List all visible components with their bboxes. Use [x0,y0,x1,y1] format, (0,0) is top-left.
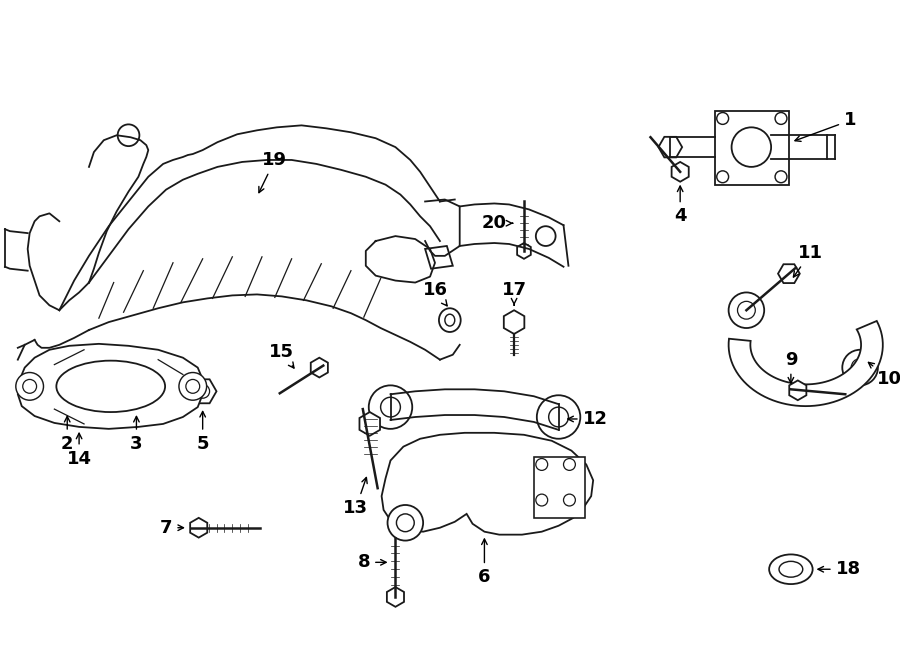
Text: 7: 7 [160,519,184,537]
Ellipse shape [121,375,152,410]
Ellipse shape [779,561,803,577]
Polygon shape [359,412,380,436]
Text: 9: 9 [785,351,797,383]
Text: 20: 20 [482,214,512,232]
Circle shape [563,459,575,471]
Circle shape [563,494,575,506]
Circle shape [388,505,423,541]
Polygon shape [382,433,593,535]
Bar [715,110,789,184]
Circle shape [369,385,412,429]
Circle shape [549,407,569,427]
Circle shape [16,373,43,400]
Polygon shape [789,381,806,400]
Text: 5: 5 [196,411,209,453]
Circle shape [729,292,764,328]
Polygon shape [190,518,207,537]
Circle shape [179,373,207,400]
Bar [534,457,585,518]
Ellipse shape [129,383,144,402]
Circle shape [536,494,548,506]
Text: 15: 15 [269,343,294,368]
Circle shape [118,124,140,146]
Text: 16: 16 [422,282,447,306]
Text: 2: 2 [61,416,74,453]
Circle shape [396,514,414,531]
Polygon shape [18,344,202,429]
Text: 10: 10 [868,362,900,389]
Polygon shape [778,264,800,283]
Polygon shape [671,162,688,182]
Text: 12: 12 [568,410,608,428]
Ellipse shape [770,555,813,584]
Text: 19: 19 [259,151,287,192]
Polygon shape [504,310,525,334]
Polygon shape [310,358,328,377]
Ellipse shape [445,314,455,326]
Polygon shape [425,246,453,269]
Circle shape [775,112,787,124]
Circle shape [716,112,729,124]
Polygon shape [518,243,531,259]
Text: 8: 8 [357,553,386,571]
Circle shape [732,128,771,167]
Polygon shape [659,137,682,157]
Text: 13: 13 [344,477,368,517]
Ellipse shape [439,308,461,332]
Circle shape [851,359,869,377]
Circle shape [775,171,787,182]
Polygon shape [387,587,404,607]
Circle shape [195,385,210,398]
Circle shape [716,171,729,182]
Polygon shape [729,321,883,406]
Circle shape [737,301,755,319]
Circle shape [381,397,400,417]
Circle shape [22,379,37,393]
Circle shape [536,395,580,439]
Circle shape [186,379,200,393]
Circle shape [842,350,878,385]
Ellipse shape [57,379,78,410]
Text: 17: 17 [501,282,526,305]
Text: 4: 4 [674,186,687,225]
Text: 14: 14 [67,433,92,467]
Text: 3: 3 [130,416,143,453]
Text: 6: 6 [478,539,491,586]
Circle shape [536,459,548,471]
Ellipse shape [62,387,72,402]
Text: 11: 11 [794,244,824,277]
Text: 18: 18 [818,561,860,578]
Ellipse shape [57,361,165,412]
Circle shape [536,226,555,246]
Text: 1: 1 [795,112,857,141]
Polygon shape [189,379,217,403]
